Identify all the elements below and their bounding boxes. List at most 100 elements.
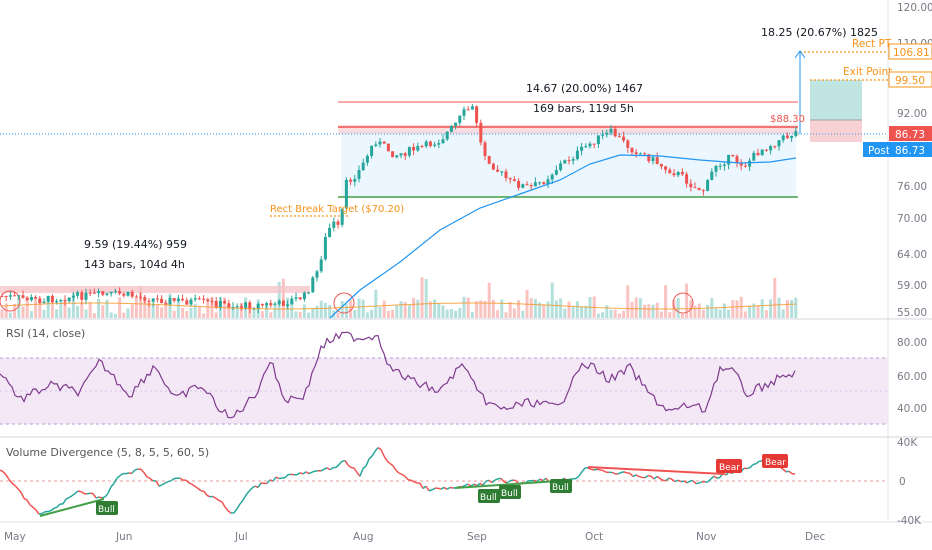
candle-body[interactable] [399, 153, 403, 156]
candle-body[interactable] [13, 295, 17, 297]
candle-body[interactable] [147, 300, 151, 302]
candle-body[interactable] [655, 157, 659, 164]
candle-body[interactable] [319, 259, 323, 272]
candle-body[interactable] [714, 165, 718, 172]
bull-signal[interactable]: Bull [550, 479, 572, 493]
candle-body[interactable] [202, 298, 206, 300]
candle-body[interactable] [323, 236, 327, 260]
candle-body[interactable] [218, 301, 222, 308]
candle-body[interactable] [706, 180, 710, 191]
candle-body[interactable] [181, 298, 185, 301]
candlesticks[interactable] [0, 103, 798, 314]
candle-body[interactable] [731, 154, 735, 157]
candle-body[interactable] [378, 141, 382, 145]
moving-average-line[interactable] [329, 154, 797, 319]
candle-body[interactable] [315, 271, 319, 278]
candle-body[interactable] [794, 131, 798, 137]
candle-body[interactable] [349, 179, 353, 182]
candle-body[interactable] [668, 169, 672, 174]
candle-body[interactable] [596, 135, 600, 145]
candle-body[interactable] [559, 163, 563, 171]
candle-body[interactable] [643, 153, 647, 155]
candle-body[interactable] [164, 303, 168, 305]
bear-signal[interactable]: Bear [716, 459, 742, 473]
candle-body[interactable] [25, 297, 29, 301]
candle-body[interactable] [231, 306, 235, 308]
candle-body[interactable] [420, 146, 424, 148]
candle-body[interactable] [617, 136, 621, 138]
candle-body[interactable] [155, 298, 159, 300]
candle-body[interactable] [29, 297, 33, 301]
candle-body[interactable] [773, 146, 777, 148]
candle-body[interactable] [189, 299, 193, 305]
candle-body[interactable] [764, 149, 768, 151]
rsi-line[interactable] [0, 331, 796, 419]
candle-body[interactable] [743, 165, 747, 167]
candle-body[interactable] [42, 301, 46, 304]
candle-body[interactable] [475, 106, 479, 123]
bull-signal[interactable]: Bull [499, 485, 521, 499]
candle-body[interactable] [575, 150, 579, 160]
candle-body[interactable] [727, 154, 731, 165]
candle-body[interactable] [206, 299, 210, 302]
candle-body[interactable] [139, 296, 143, 298]
candle-body[interactable] [428, 141, 432, 146]
candle-body[interactable] [71, 295, 75, 298]
candle-body[interactable] [584, 146, 588, 148]
candle-body[interactable] [546, 179, 550, 185]
candle-body[interactable] [8, 295, 12, 297]
candle-body[interactable] [298, 297, 302, 300]
candle-body[interactable] [466, 109, 470, 111]
candle-body[interactable] [126, 291, 130, 296]
bear-signal[interactable]: Bear [762, 454, 788, 468]
candle-body[interactable] [622, 136, 626, 141]
candle-body[interactable] [365, 155, 369, 163]
candle-body[interactable] [223, 301, 227, 304]
candle-body[interactable] [273, 304, 277, 306]
candle-body[interactable] [332, 221, 336, 228]
candle-body[interactable] [302, 292, 306, 300]
candle-body[interactable] [395, 155, 399, 158]
candle-body[interactable] [193, 298, 197, 300]
candle-body[interactable] [504, 171, 508, 179]
rsi-axis[interactable]: 80.00 60.00 40.00 [897, 337, 927, 415]
candle-body[interactable] [4, 296, 8, 298]
candle-body[interactable] [659, 163, 663, 167]
candle-body[interactable] [239, 306, 243, 308]
candle-body[interactable] [781, 135, 785, 141]
candle-body[interactable] [290, 298, 294, 305]
candle-body[interactable] [151, 298, 155, 302]
candle-body[interactable] [722, 164, 726, 166]
candle-body[interactable] [542, 182, 546, 185]
candle-body[interactable] [647, 154, 651, 162]
candle-body[interactable] [197, 298, 201, 300]
rect-pt-tag[interactable] [888, 43, 932, 60]
candle-body[interactable] [67, 297, 71, 302]
candle-body[interactable] [101, 291, 105, 295]
candle-body[interactable] [55, 301, 59, 303]
candle-body[interactable] [550, 174, 554, 180]
candle-body[interactable] [748, 160, 752, 167]
candle-body[interactable] [664, 166, 668, 170]
candle-body[interactable] [601, 134, 605, 136]
candle-body[interactable] [84, 292, 88, 300]
candle-body[interactable] [357, 170, 361, 179]
candle-body[interactable] [676, 171, 680, 176]
candle-body[interactable] [59, 299, 63, 302]
candle-body[interactable] [496, 169, 500, 172]
candle-body[interactable] [244, 302, 248, 308]
candle-body[interactable] [88, 292, 92, 294]
candle-body[interactable] [529, 185, 533, 187]
candle-body[interactable] [97, 291, 101, 294]
candle-body[interactable] [38, 298, 42, 304]
candle-body[interactable] [554, 170, 558, 175]
candle-body[interactable] [470, 106, 474, 110]
candle-body[interactable] [790, 136, 794, 139]
candle-body[interactable] [718, 165, 722, 167]
candle-body[interactable] [172, 298, 176, 301]
exit-point-tag[interactable] [888, 71, 932, 88]
candle-body[interactable] [294, 297, 298, 299]
candle-body[interactable] [76, 292, 80, 296]
candle-body[interactable] [533, 182, 537, 187]
candle-body[interactable] [445, 131, 449, 140]
